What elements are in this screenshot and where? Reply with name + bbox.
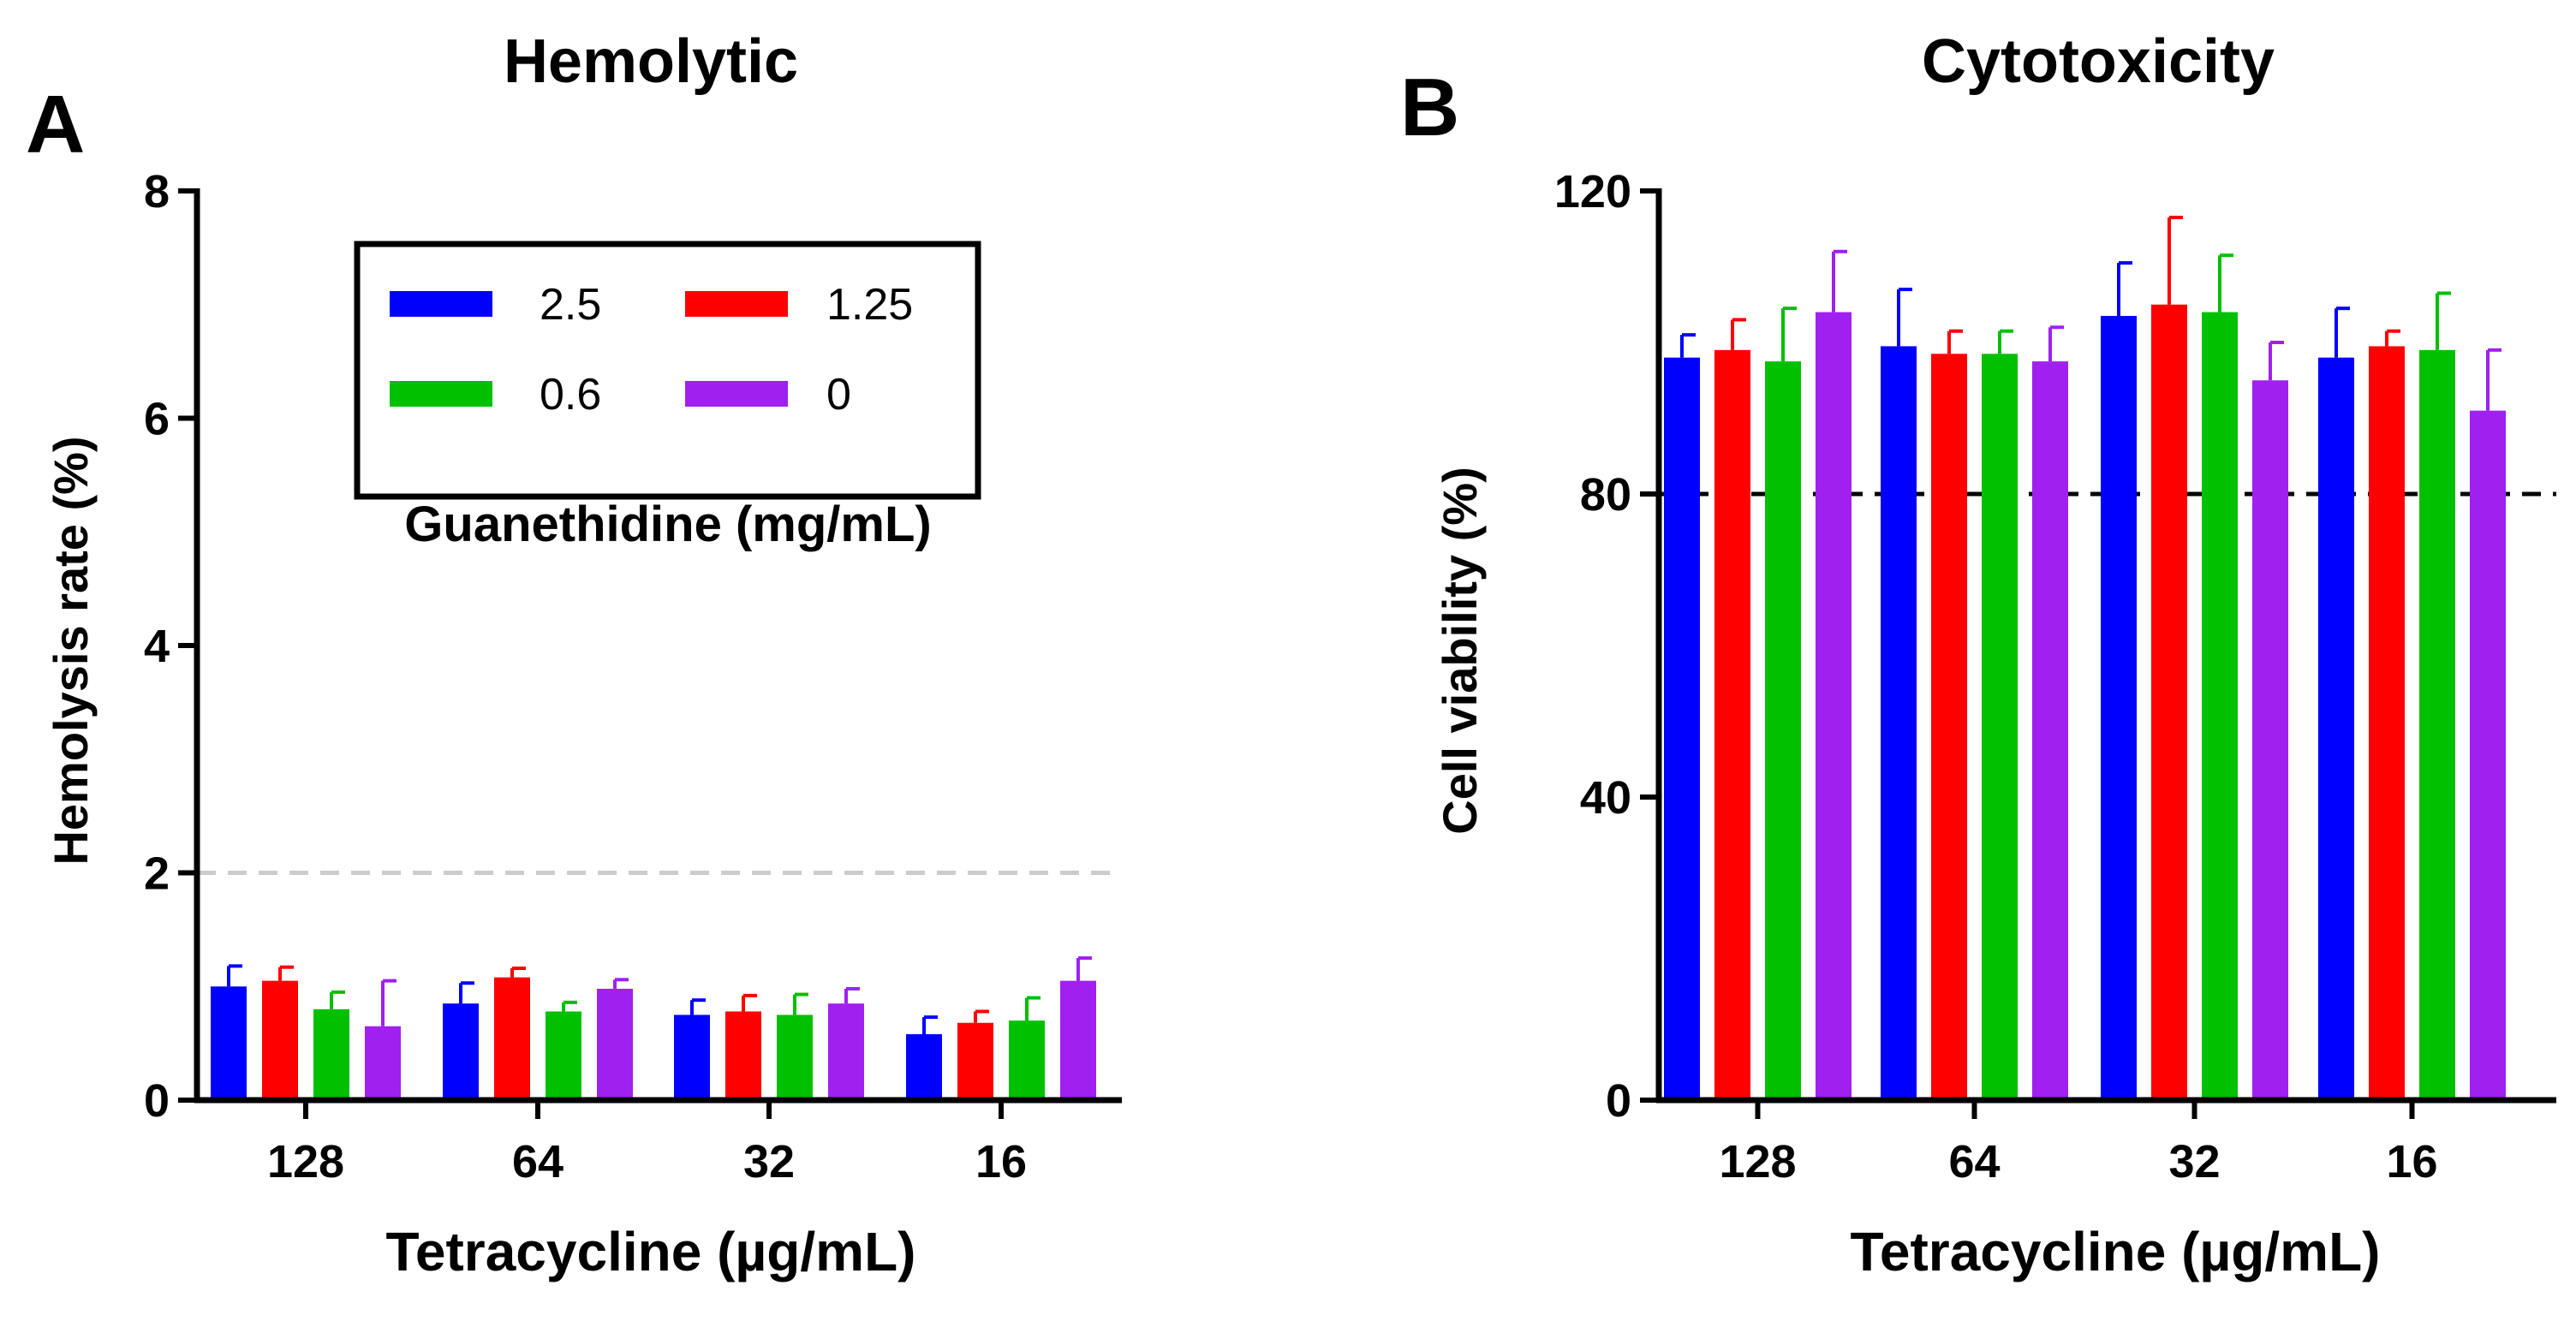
panel-b-title: Cytotoxicity bbox=[1922, 27, 2275, 96]
legend-title: Guanethidine (mg/mL) bbox=[404, 497, 931, 552]
legend-label-1-25: 1.25 bbox=[826, 280, 913, 330]
legend-swatch-0-6 bbox=[390, 381, 492, 407]
panel-b-bar-1.25-64 bbox=[1931, 354, 1967, 1100]
panel-a-bar-0.6-16 bbox=[1009, 1021, 1045, 1100]
panel-a-bar-1.25-32 bbox=[725, 1011, 761, 1100]
panel-b-bar-0.6-16 bbox=[2419, 349, 2455, 1101]
legend-label-0: 0 bbox=[826, 370, 851, 420]
panel-b-xtick-label-32: 32 bbox=[2168, 1136, 2220, 1187]
panel-a-ytick-label-0: 0 bbox=[144, 1075, 170, 1127]
legend-swatch-1-25 bbox=[685, 291, 788, 317]
panel-b-bar-0-32 bbox=[2252, 380, 2288, 1100]
panel-b-bar-0-16 bbox=[2470, 410, 2506, 1100]
panel-b-bar-0.6-64 bbox=[1982, 354, 2018, 1100]
legend-box bbox=[354, 241, 981, 500]
panel-a-bar-2.5-32 bbox=[674, 1015, 710, 1100]
panel-a-ytick-label-4: 4 bbox=[144, 621, 170, 672]
panel-b-ytick-label-40: 40 bbox=[1580, 772, 1631, 824]
panel-a-plot: 0 2 4 6 8 128 64 32 16 bbox=[144, 166, 1122, 1187]
legend-label-2-5: 2.5 bbox=[540, 280, 601, 330]
legend-swatch-0 bbox=[685, 381, 788, 407]
panel-a-ytick-label-2: 2 bbox=[144, 848, 170, 900]
panel-a-xtick-label-128: 128 bbox=[267, 1136, 344, 1187]
panel-b-bar-2.5-128 bbox=[1664, 357, 1700, 1100]
legend-label-0-6: 0.6 bbox=[540, 370, 601, 420]
panel-a-xtick-label-32: 32 bbox=[743, 1136, 795, 1187]
panel-b-xlabel: Tetracycline (µg/mL) bbox=[1851, 1221, 2381, 1282]
panel-a-bar-1.25-64 bbox=[494, 977, 530, 1100]
panel-b-label: B bbox=[1400, 62, 1459, 153]
panel-a-xtick-label-16: 16 bbox=[975, 1136, 1027, 1187]
panel-a-title: Hemolytic bbox=[504, 27, 798, 96]
panel-a-legend: 2.5 1.25 0.6 0 Guanethidine (mg/mL) bbox=[354, 241, 981, 552]
panel-a-label: A bbox=[26, 79, 85, 170]
panel-a-bar-0.6-128 bbox=[313, 1009, 349, 1100]
panel-a-bar-0.6-32 bbox=[777, 1015, 813, 1100]
panel-b-xtick-label-128: 128 bbox=[1719, 1136, 1796, 1187]
panel-b-xtick-label-16: 16 bbox=[2386, 1136, 2437, 1187]
panel-a-ylabel: Hemolysis rate (%) bbox=[44, 436, 98, 865]
panel-b-bar-1.25-128 bbox=[1714, 349, 1750, 1101]
legend-swatch-2-5 bbox=[390, 291, 492, 317]
panel-b-bar-0.6-32 bbox=[2202, 312, 2238, 1101]
panel-b-bar-2.5-32 bbox=[2101, 316, 2137, 1100]
panel-a-bar-0-64 bbox=[597, 988, 633, 1100]
panel-b-bar-0.6-128 bbox=[1765, 361, 1801, 1100]
panel-a-bar-0-32 bbox=[828, 1003, 864, 1100]
panel-b-xtick-label-64: 64 bbox=[1948, 1136, 2000, 1187]
panel-b-bar-0-128 bbox=[1816, 312, 1852, 1101]
panel-a-bar-2.5-16 bbox=[906, 1034, 942, 1100]
panel-a-ytick-label-6: 6 bbox=[144, 394, 170, 445]
panel-b-bar-1.25-32 bbox=[2151, 304, 2187, 1100]
panel-a-xtick-label-64: 64 bbox=[512, 1136, 564, 1187]
panel-b-bar-2.5-64 bbox=[1881, 346, 1917, 1100]
panel-b-bar-0-64 bbox=[2032, 361, 2068, 1100]
panel-a-bar-1.25-128 bbox=[262, 980, 298, 1100]
panel-a-bar-0.6-64 bbox=[546, 1011, 581, 1100]
panel-b-plot: 0 40 80 120 128 64 32 16 bbox=[1554, 166, 2556, 1187]
panel-b-ylabel: Cell viability (%) bbox=[1433, 467, 1487, 834]
panel-a-bar-0-128 bbox=[365, 1026, 401, 1100]
panel-a-bar-2.5-128 bbox=[211, 986, 247, 1100]
panel-a-bar-2.5-64 bbox=[443, 1003, 479, 1100]
panel-a-ytick-label-8: 8 bbox=[144, 166, 170, 217]
panel-b-bar-1.25-16 bbox=[2369, 346, 2405, 1100]
panel-a-bar-0-16 bbox=[1060, 980, 1096, 1100]
panel-b-ytick-label-120: 120 bbox=[1554, 166, 1631, 217]
panel-b-bar-2.5-16 bbox=[2318, 357, 2354, 1100]
panel-a-bar-1.25-16 bbox=[957, 1022, 993, 1100]
panel-a-xlabel: Tetracycline (µg/mL) bbox=[386, 1221, 916, 1282]
panel-b-ytick-label-80: 80 bbox=[1580, 469, 1631, 521]
panel-b-ytick-label-0: 0 bbox=[1606, 1075, 1631, 1127]
